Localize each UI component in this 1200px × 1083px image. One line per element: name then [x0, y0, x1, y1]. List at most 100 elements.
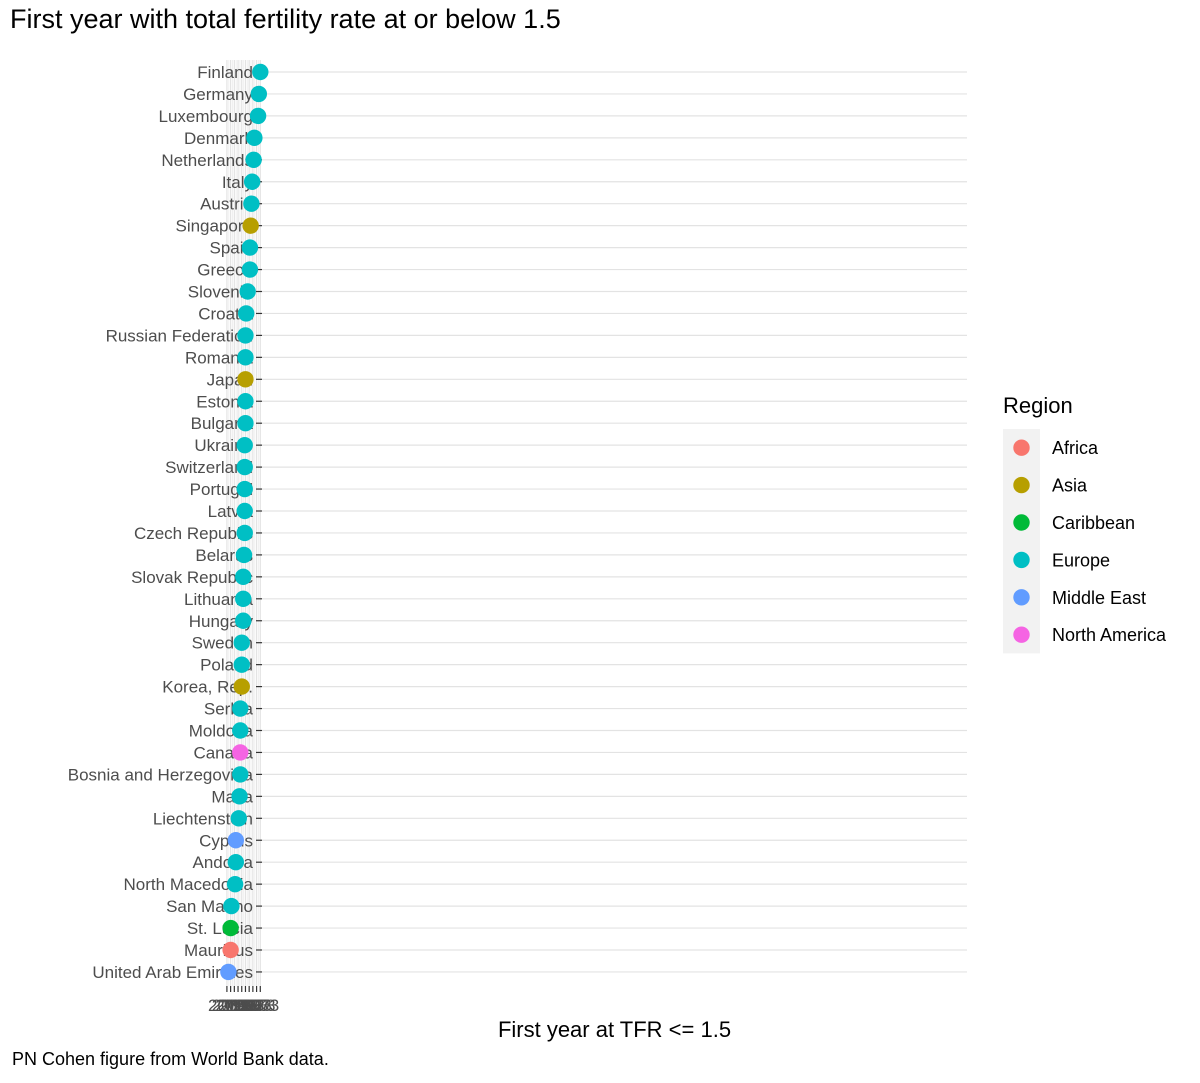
- legend-label: Africa: [1052, 438, 1099, 458]
- y-tick-label: Andorra: [193, 853, 254, 872]
- data-point: [241, 239, 259, 256]
- legend-label: Europe: [1052, 550, 1110, 570]
- chart-caption: PN Cohen figure from World Bank data.: [12, 1049, 329, 1069]
- x-tick-label: 2013: [212, 996, 250, 1015]
- data-point: [227, 854, 245, 871]
- legend-key: [1013, 626, 1030, 643]
- data-point: [222, 919, 239, 937]
- data-point: [232, 744, 249, 761]
- data-point: [227, 832, 245, 849]
- y-tick-label: Greece: [197, 261, 253, 280]
- y-tick-label: Slovak Republic: [131, 568, 253, 587]
- legend-title: Region: [1003, 393, 1073, 418]
- data-point: [242, 217, 259, 234]
- data-point: [237, 371, 254, 388]
- y-tick-label: Czech Republic: [134, 524, 254, 543]
- data-point: [237, 327, 254, 344]
- y-tick-label: Russian Federation: [106, 326, 253, 345]
- data-point: [230, 810, 247, 827]
- data-point: [232, 722, 249, 739]
- data-point: [233, 678, 250, 695]
- chart-title: First year with total fertility rate at …: [10, 4, 561, 34]
- data-point: [236, 480, 253, 498]
- y-tick-label: Mauritius: [184, 941, 253, 960]
- legend-keys-background: [1003, 429, 1040, 654]
- legend-key: [1013, 476, 1030, 494]
- data-point: [241, 261, 259, 278]
- data-point: [236, 524, 253, 542]
- y-tick-label: Korea, Rep.: [162, 678, 253, 697]
- legend-key: [1013, 551, 1030, 569]
- x-tick-label: 1988: [230, 996, 268, 1015]
- data-point: [237, 415, 254, 432]
- data-point: [243, 173, 261, 190]
- y-tick-label: United Arab Emirates: [92, 963, 253, 982]
- y-tick-label: Bulgaria: [191, 414, 254, 433]
- y-tick-label: Singapore: [175, 217, 253, 236]
- data-point: [235, 568, 252, 586]
- y-tick-label: Germany: [183, 85, 253, 104]
- data-point: [223, 897, 240, 915]
- legend-label: Asia: [1052, 476, 1088, 496]
- data-point: [249, 107, 267, 125]
- y-tick-label: Switzerland: [165, 458, 253, 477]
- data-point: [239, 283, 256, 300]
- y-tick-label: Liechtenstein: [153, 809, 253, 828]
- plot-panel: [262, 60, 967, 986]
- legend: Region Africa Asia Caribbean Europe Middle E…: [1003, 393, 1167, 654]
- y-tick-label: North Macedonia: [124, 875, 254, 894]
- x-tick-label: 1978: [238, 996, 276, 1015]
- data-point: [252, 63, 269, 81]
- data-point: [235, 546, 253, 564]
- legend-key: [1013, 514, 1030, 531]
- data-point: [237, 305, 255, 322]
- legend-label: Middle East: [1052, 588, 1146, 608]
- data-point: [235, 612, 252, 629]
- data-points: [220, 63, 269, 981]
- data-point: [222, 941, 239, 959]
- x-tick-label: 2008: [215, 996, 253, 1015]
- legend-key: [1013, 589, 1030, 606]
- legend-label: Caribbean: [1052, 513, 1135, 533]
- data-point: [233, 656, 250, 673]
- x-tick-label: 2018: [208, 996, 246, 1015]
- data-point: [236, 502, 253, 520]
- y-tick-label: Portugal: [190, 480, 253, 499]
- y-tick-label: Luxembourg: [158, 107, 253, 126]
- data-point: [237, 393, 254, 410]
- y-tick-label: Cyprus: [199, 831, 253, 850]
- y-tick-label: Finland: [197, 63, 253, 82]
- data-point: [236, 436, 253, 454]
- data-point: [250, 85, 268, 103]
- x-tick-label: 2003: [219, 996, 257, 1015]
- y-tick-label: San Marino: [166, 897, 253, 916]
- data-point: [233, 634, 250, 651]
- y-tick-label: Slovenia: [188, 283, 254, 302]
- y-tick-label: Austria: [200, 195, 253, 214]
- data-point: [235, 590, 252, 607]
- y-tick-label: Netherlands: [161, 151, 253, 170]
- x-tick-label: 1973: [241, 996, 279, 1015]
- x-tick-label: 1983: [234, 996, 272, 1015]
- data-point: [232, 766, 249, 783]
- grid-lines: [226, 60, 967, 986]
- y-tick-label: Bosnia and Herzegovina: [68, 765, 254, 784]
- legend-label: North America: [1052, 625, 1167, 645]
- y-tick-label: Romania: [185, 348, 254, 367]
- x-tick-label: 1993: [227, 996, 265, 1015]
- data-point: [236, 458, 253, 476]
- data-point: [232, 700, 249, 717]
- y-tick-label: Denmark: [184, 129, 253, 148]
- data-point: [231, 788, 248, 805]
- data-point: [226, 875, 244, 893]
- x-tick-label: 1998: [223, 996, 261, 1015]
- y-tick-label: St. Lucia: [187, 919, 254, 938]
- data-point: [237, 349, 254, 366]
- legend-key: [1013, 439, 1030, 456]
- data-point: [245, 151, 262, 168]
- data-point: [243, 195, 260, 212]
- y-tick-label: Lithuania: [184, 590, 254, 609]
- data-point: [246, 129, 263, 147]
